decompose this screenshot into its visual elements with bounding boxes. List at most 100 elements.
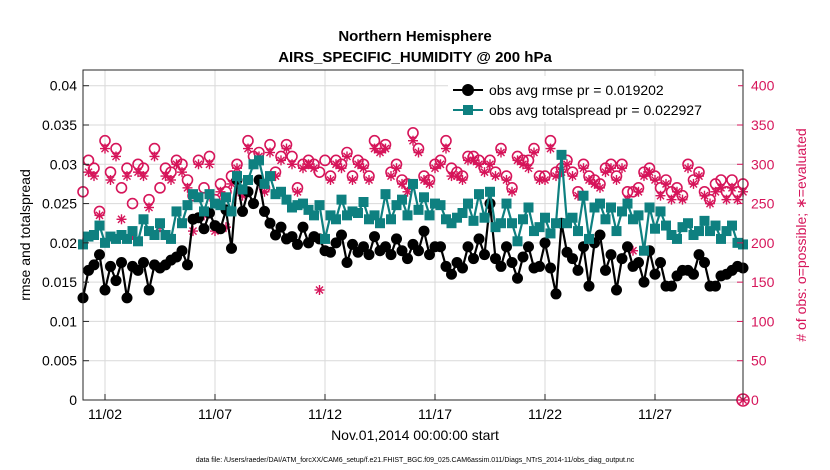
spread-point xyxy=(397,194,407,205)
obs-evaluated-point xyxy=(281,143,292,154)
asterisk-stroke xyxy=(579,164,588,173)
spread-point xyxy=(116,230,127,240)
asterisk-stroke xyxy=(612,175,621,185)
asterisk-stroke xyxy=(617,164,627,173)
asterisk-stroke xyxy=(529,148,539,157)
y-right-tick-label: 350 xyxy=(751,117,775,133)
asterisk-stroke xyxy=(370,144,379,153)
asterisk-stroke xyxy=(469,156,478,165)
asterisk-stroke xyxy=(568,172,577,181)
asterisk-stroke xyxy=(89,172,99,181)
obs-evaluated-point xyxy=(710,186,721,197)
obs-evaluated-point xyxy=(688,178,699,189)
spread-point xyxy=(320,233,330,244)
rmse-point xyxy=(325,246,336,258)
asterisk-stroke xyxy=(166,175,176,185)
asterisk-stroke xyxy=(232,164,242,173)
obs-evaluated-point xyxy=(496,147,506,158)
rmse-point xyxy=(594,229,606,241)
asterisk-stroke xyxy=(386,172,396,181)
obs-evaluated-point xyxy=(419,175,429,185)
obs-evaluated-point xyxy=(413,147,424,158)
asterisk-stroke xyxy=(590,179,599,188)
spread-point xyxy=(721,226,732,237)
rmse-point xyxy=(105,260,116,272)
spread-point xyxy=(672,233,682,244)
rmse-point xyxy=(468,253,479,265)
spread-point xyxy=(215,200,226,211)
rmse-point xyxy=(616,253,628,265)
asterisk-stroke xyxy=(287,160,297,169)
asterisk-stroke xyxy=(634,187,643,196)
y-tick-label: 0.025 xyxy=(42,196,77,212)
spread-point xyxy=(452,212,462,223)
obs-evaluated-point xyxy=(149,151,160,162)
spread-point xyxy=(122,233,132,244)
y-right-tick-label: 400 xyxy=(751,78,775,94)
data-file-footnote: data file: /Users/raeder/DAI/ATM_forcXX/… xyxy=(196,457,635,464)
legend-spread-label: obs avg totalspread pr = 0.022927 xyxy=(489,102,702,118)
asterisk-stroke xyxy=(584,175,594,185)
rmse-point xyxy=(506,257,518,268)
rmse-point xyxy=(391,233,402,245)
obs-evaluated-point xyxy=(556,167,567,178)
y-right-tick-label: 300 xyxy=(751,156,775,172)
asterisk-stroke xyxy=(667,195,676,204)
asterisk-stroke xyxy=(243,144,253,153)
asterisk-stroke xyxy=(711,187,720,196)
spread-point xyxy=(226,206,237,217)
asterisk-stroke xyxy=(595,183,605,192)
obs-evaluated-point xyxy=(474,159,484,170)
spread-point xyxy=(298,198,308,209)
rmse-point xyxy=(385,249,397,261)
asterisk-stroke xyxy=(408,136,418,145)
asterisk-stroke xyxy=(628,246,638,255)
asterisk-stroke xyxy=(375,148,385,157)
asterisk-stroke xyxy=(507,187,517,196)
asterisk-stroke xyxy=(100,144,110,153)
asterisk-stroke xyxy=(425,179,434,188)
spread-point xyxy=(622,198,633,209)
spread-point xyxy=(353,208,363,218)
asterisk-stroke xyxy=(722,195,731,204)
spread-point xyxy=(666,230,677,240)
rmse-point xyxy=(495,260,507,272)
y-tick-label: 0.015 xyxy=(42,274,77,290)
spread-point xyxy=(364,214,374,225)
rmse-point xyxy=(572,264,584,276)
obs-evaluated-point xyxy=(655,190,666,201)
rmse-point xyxy=(710,280,721,292)
spread-point xyxy=(182,200,193,211)
obs-evaluated-point xyxy=(468,155,479,166)
spread-point xyxy=(254,155,264,166)
obs-evaluated-point xyxy=(699,190,710,201)
spread-point xyxy=(699,215,710,226)
obs-evaluated-point xyxy=(595,182,605,193)
spread-point xyxy=(386,214,396,225)
spread-point xyxy=(529,226,539,237)
asterisk-stroke xyxy=(645,168,654,177)
spread-point xyxy=(111,233,121,244)
asterisk-stroke xyxy=(183,183,192,192)
asterisk-stroke xyxy=(441,144,451,153)
asterisk-stroke xyxy=(650,175,660,185)
obs-evaluated-point xyxy=(501,175,512,185)
asterisk-stroke xyxy=(661,179,671,188)
rmse-point xyxy=(369,231,380,243)
asterisk-stroke xyxy=(265,148,275,157)
asterisk-stroke xyxy=(106,175,115,185)
asterisk-stroke xyxy=(144,203,154,212)
obs-evaluated-point xyxy=(479,167,490,178)
spread-point xyxy=(688,230,699,240)
obs-evaluated-point xyxy=(644,167,655,178)
obs-evaluated-point xyxy=(551,171,561,182)
obs-evaluated-point xyxy=(567,171,578,182)
y-right-tick-label: 150 xyxy=(751,274,775,290)
rmse-point xyxy=(402,253,413,265)
obs-evaluated-point xyxy=(171,159,182,170)
asterisk-stroke xyxy=(546,144,555,153)
asterisk-stroke xyxy=(139,172,148,181)
asterisk-stroke xyxy=(502,175,511,185)
obs-evaluated-point xyxy=(369,143,380,154)
spread-point xyxy=(270,189,281,200)
